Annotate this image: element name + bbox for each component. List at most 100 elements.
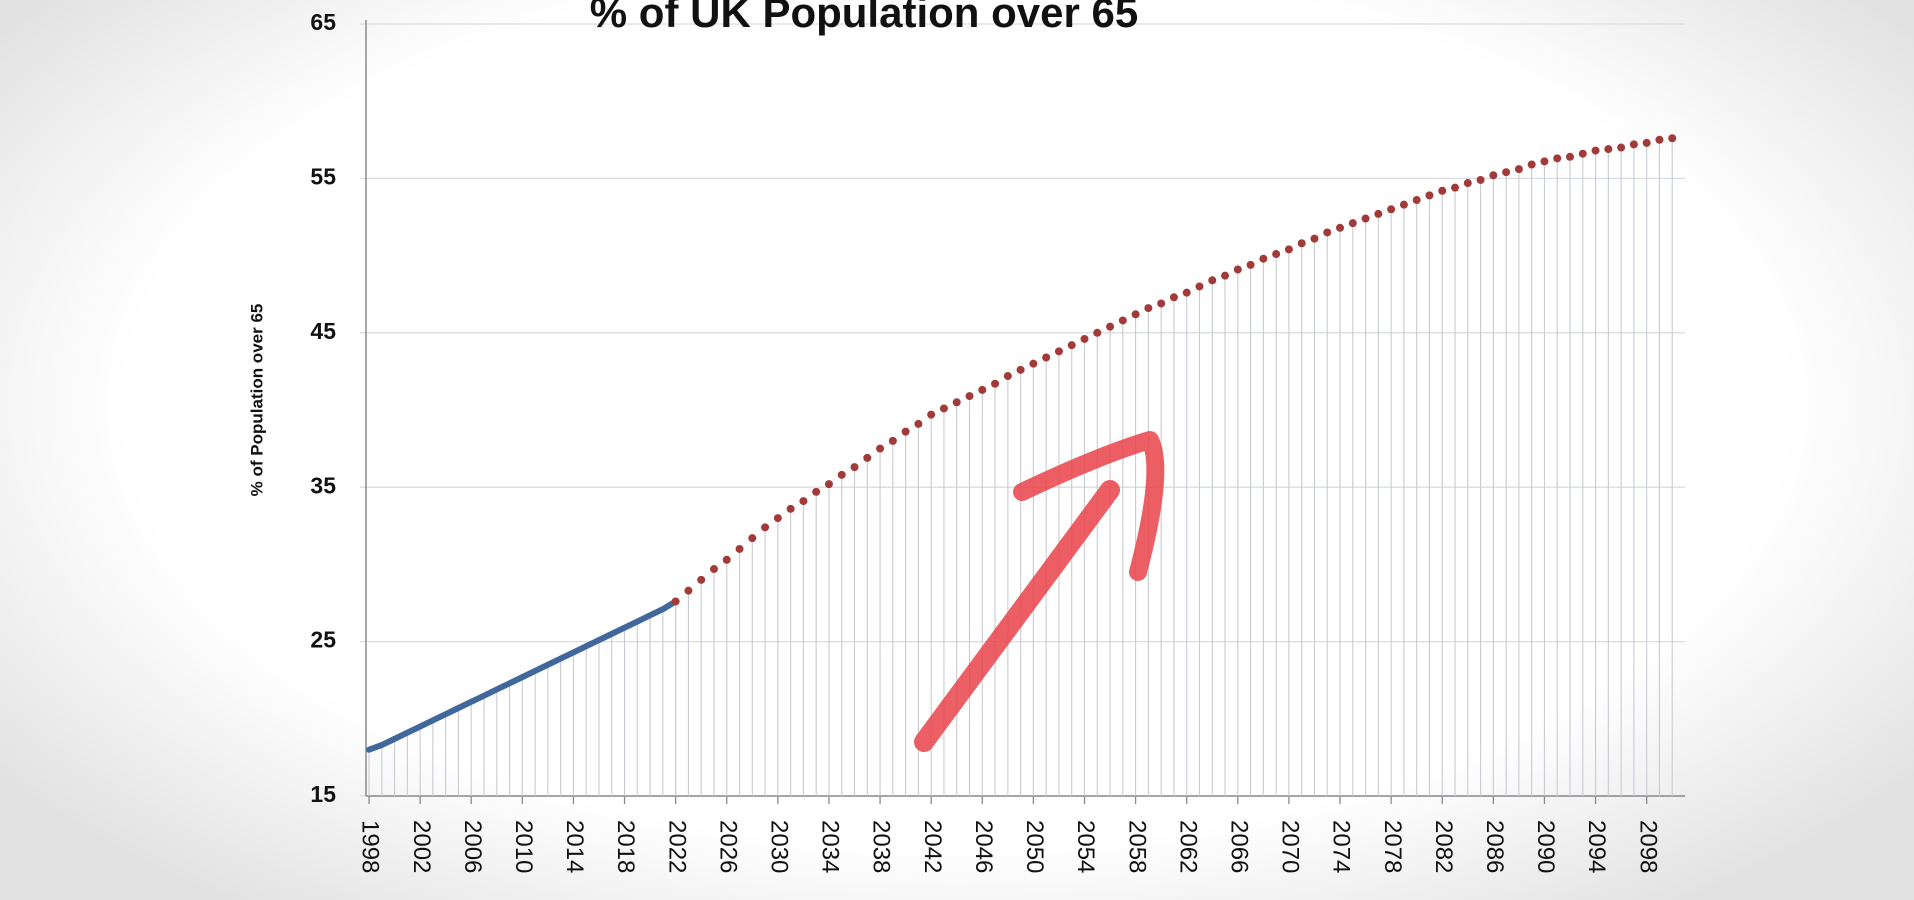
data-dot [786, 504, 795, 513]
x-tick-label: 2050 [1021, 820, 1048, 873]
x-tick-label: 2054 [1072, 820, 1099, 873]
x-tick-label: 2046 [970, 820, 997, 873]
data-dot [1399, 200, 1408, 209]
y-tick-label: 35 [310, 472, 336, 498]
data-dot [1655, 135, 1664, 144]
data-line [366, 598, 679, 753]
data-dot [812, 487, 821, 496]
data-dot [978, 385, 987, 394]
data-dot [965, 392, 974, 401]
drop-lines [368, 138, 1673, 796]
data-dot [901, 427, 910, 436]
data-dot [1131, 310, 1140, 319]
x-tick-label: 2022 [663, 820, 690, 873]
data-dot [1080, 334, 1089, 343]
data-dot [1054, 347, 1063, 356]
data-dot [1566, 152, 1575, 161]
x-tick-label: 2074 [1328, 820, 1355, 873]
x-tick-label: 2058 [1123, 820, 1150, 873]
data-dot [1502, 168, 1511, 177]
data-dot [1093, 328, 1102, 337]
data-dot [671, 597, 680, 606]
x-tick-label: 2018 [612, 820, 639, 873]
y-tick-label: 45 [310, 318, 336, 344]
data-dot [1463, 179, 1472, 188]
data-dot [1642, 138, 1651, 147]
chart-title: % of UK Population over 65 [590, 0, 1138, 36]
data-dot [927, 410, 936, 419]
data-dot [697, 575, 706, 584]
data-dot [1629, 140, 1638, 149]
y-axis-label: % of Population over 65 [247, 304, 266, 497]
data-dot [863, 453, 872, 462]
x-tick-label: 2026 [714, 820, 741, 873]
data-dot [888, 436, 897, 445]
y-tick-label: 65 [310, 9, 336, 35]
data-dot [1527, 160, 1536, 169]
data-dot [761, 523, 770, 532]
plot [366, 134, 1677, 753]
y-tick-label: 25 [310, 627, 336, 653]
x-tick-label: 2006 [459, 820, 486, 873]
data-dot [1272, 250, 1281, 259]
data-dot [1617, 143, 1626, 152]
data-dot [1361, 214, 1370, 223]
data-dot [1348, 219, 1357, 228]
data-dot [914, 419, 923, 428]
data-dot [1118, 316, 1127, 325]
x-tick-label: 2094 [1583, 820, 1610, 873]
y-tick-label: 15 [310, 781, 336, 807]
grid [360, 20, 1685, 804]
data-dot [939, 404, 948, 413]
y-tick-label: 55 [310, 163, 336, 189]
data-dot [1489, 171, 1498, 180]
data-dot [1387, 205, 1396, 214]
data-dot [735, 544, 744, 553]
data-dot [1195, 282, 1204, 291]
data-dot [1029, 359, 1038, 368]
data-dot [1374, 209, 1383, 218]
data-dot [1412, 196, 1421, 205]
x-tick-label: 2082 [1430, 820, 1457, 873]
data-dot [1284, 245, 1293, 254]
data-dot [773, 514, 782, 523]
labels: 15 25 35 45 55 65 1998 2002 2006 2010 2014 2018 2022… [310, 9, 1661, 873]
data-dot [1425, 191, 1434, 200]
data-dot [709, 565, 718, 574]
x-tick-label: 2010 [510, 820, 537, 873]
data-dot [1042, 353, 1051, 362]
data-dot [1016, 365, 1025, 374]
data-dot [1246, 260, 1255, 269]
data-dot [876, 444, 885, 453]
data-dot [1067, 341, 1076, 350]
data-dot [1003, 372, 1012, 381]
data-dot [1297, 239, 1306, 248]
data-dot [850, 463, 859, 472]
x-tick-label: 2030 [766, 820, 793, 873]
data-dot [1591, 146, 1600, 155]
x-tick-label: 2098 [1634, 820, 1661, 873]
data-dot [1221, 271, 1230, 280]
data-dot [1336, 223, 1345, 232]
x-tick-label: 2062 [1174, 820, 1201, 873]
x-tick-label: 2070 [1277, 820, 1304, 873]
data-dot [1208, 276, 1217, 285]
data-dot [1144, 304, 1153, 313]
data-dot [799, 497, 808, 506]
data-dot [722, 555, 731, 564]
data-dot [1604, 145, 1613, 154]
x-tick-label: 2066 [1225, 820, 1252, 873]
x-tick-label: 2086 [1481, 820, 1508, 873]
data-dot [1553, 154, 1562, 163]
data-dot [1169, 293, 1178, 302]
data-dot [991, 379, 1000, 388]
x-tick-label: 2042 [919, 820, 946, 873]
data-dot [1182, 288, 1191, 297]
data-dot [1233, 265, 1242, 274]
arrow-annotation [914, 431, 1165, 752]
data-dot [824, 480, 833, 489]
data-dot [1578, 149, 1587, 158]
data-dot [1514, 165, 1523, 174]
x-tick-label: 1998 [357, 820, 384, 873]
